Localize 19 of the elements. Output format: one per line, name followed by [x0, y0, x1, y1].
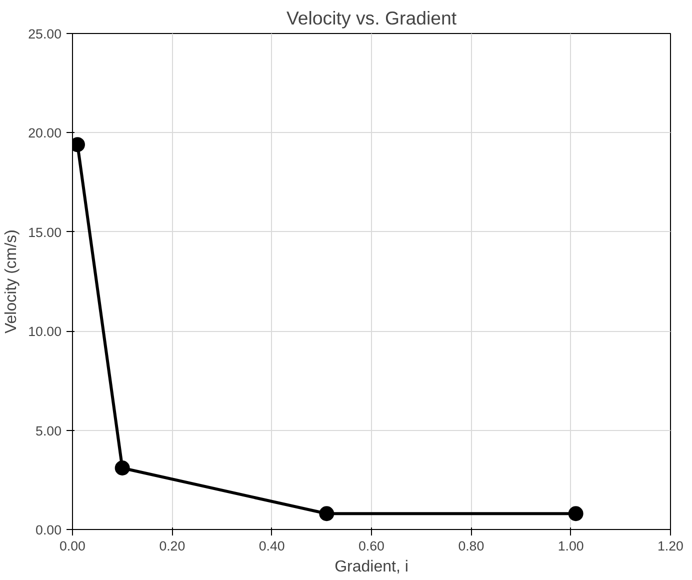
x-tick-label: 0.00: [60, 538, 86, 554]
x-tick-label: 1.00: [558, 538, 584, 554]
y-tick-label: 20.00: [28, 126, 62, 141]
x-axis-title: Gradient, i: [334, 558, 408, 576]
chart-title: Velocity vs. Gradient: [286, 8, 458, 28]
y-tick-label: 15.00: [28, 224, 62, 240]
x-tick-label: 0.80: [458, 538, 484, 554]
point: [319, 506, 334, 522]
y-tick-label: 0.00: [36, 522, 62, 538]
x-tick-label: 0.20: [159, 538, 186, 554]
point: [568, 506, 584, 522]
x-tick-label: 1.20: [658, 538, 684, 554]
x-tick-label: 0.60: [358, 538, 384, 554]
x-tick-label: 0.40: [258, 538, 285, 554]
y-axis-title: Velocity (cm/s): [3, 229, 20, 334]
y-tick-label: 25.00: [28, 26, 62, 42]
point: [114, 460, 130, 476]
y-tick-label: 10.00: [28, 324, 62, 340]
y-tick-label: 5.00: [36, 423, 62, 438]
